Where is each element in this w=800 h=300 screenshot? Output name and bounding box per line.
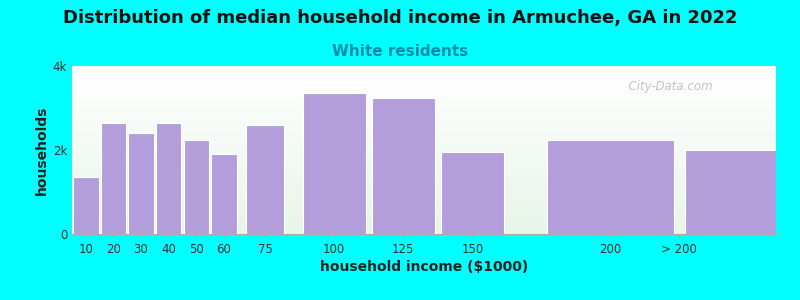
Bar	[101, 123, 126, 234]
Text: City-Data.com: City-Data.com	[621, 80, 713, 93]
Bar	[685, 150, 800, 234]
Text: Distribution of median household income in Armuchee, GA in 2022: Distribution of median household income …	[62, 9, 738, 27]
Bar	[441, 152, 504, 234]
Text: White residents: White residents	[332, 44, 468, 59]
Bar	[246, 125, 284, 234]
Bar	[211, 154, 237, 234]
Bar	[128, 133, 154, 234]
Bar	[156, 123, 182, 234]
Bar	[183, 140, 209, 234]
Bar	[302, 93, 366, 234]
Y-axis label: households: households	[34, 105, 49, 195]
Bar	[547, 140, 674, 234]
Bar	[371, 98, 435, 234]
X-axis label: household income ($1000): household income ($1000)	[320, 260, 528, 274]
Bar	[73, 177, 98, 234]
